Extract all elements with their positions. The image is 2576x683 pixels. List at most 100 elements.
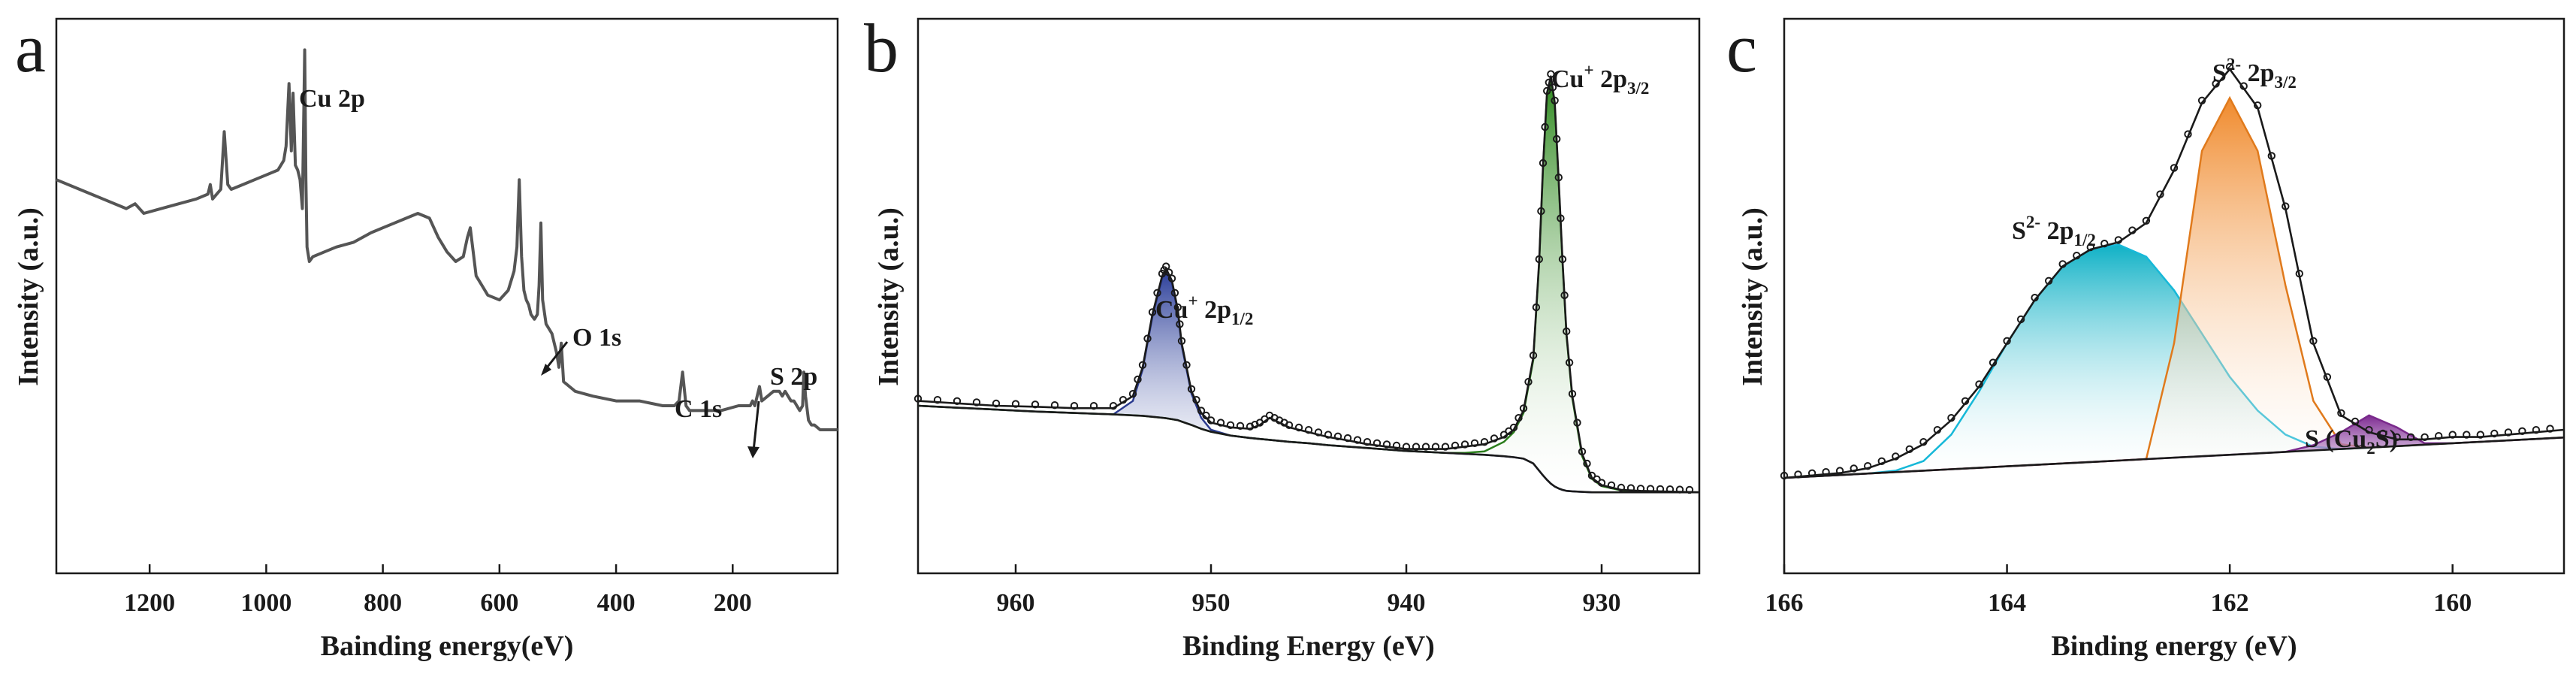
panel-b-data-point — [1128, 390, 1137, 398]
panel-b-data-point — [1373, 439, 1382, 447]
panel-c-data-point — [2058, 260, 2067, 268]
panel-c-data-point — [2393, 433, 2401, 441]
panel-c-data-point — [2086, 243, 2095, 252]
c-annot-s-2p12-base: S — [2012, 217, 2026, 245]
panel-c-data-point — [2323, 373, 2332, 381]
panel-c: c 166 164 162 160 Intensity (a.u.) Binding … — [1726, 10, 2565, 662]
panel-b-data-point — [1583, 459, 1591, 468]
panel-b-data-point — [1162, 262, 1170, 270]
panel-b-data-point — [1216, 419, 1225, 427]
panel-b-data-point — [1182, 361, 1191, 369]
a-annot-c1s: C 1s — [675, 395, 722, 423]
panel-a-letter: a — [15, 10, 46, 86]
panel-b-data-point — [1685, 485, 1694, 494]
b-annot-cu-2p32-sub: 3/2 — [1627, 79, 1649, 98]
panel-b-data-point — [1392, 441, 1401, 450]
b-annot-cu-2p12-base: Cu — [1155, 296, 1188, 324]
panel-b-data-point — [1431, 443, 1440, 451]
panel-c-xtick-label-160: 160 — [2433, 589, 2472, 617]
panel-c-data-point — [2156, 190, 2164, 198]
panel-c-data-point — [2490, 429, 2499, 438]
panel-b-data-point — [1543, 86, 1551, 95]
b-annot-cu-2p32-core: 2p — [1594, 65, 1627, 93]
panel-c-data-point — [2365, 426, 2373, 434]
panel-b-data-point — [1554, 174, 1563, 182]
panel-b-data-point — [1470, 439, 1479, 447]
panel-c-data-point — [2504, 428, 2513, 437]
panel-b-data-point — [992, 399, 1001, 408]
panel-c-data-point — [1835, 467, 1844, 475]
panel-b-data-point — [1236, 422, 1245, 430]
a-annot-s2p: S 2p — [770, 363, 817, 391]
panel-c-ylabel: Intensity (a.u.) — [1737, 207, 1768, 386]
panel-c-data-point — [1947, 414, 1955, 422]
panel-b-data-point — [1173, 303, 1182, 312]
b-annot-cu-2p32-base: Cu — [1551, 65, 1584, 93]
panel-b-data-point — [1548, 83, 1557, 92]
panel-a-xtick-label-200: 200 — [714, 589, 752, 617]
panel-c-data-point — [2337, 409, 2345, 417]
panel-a-ylabel: Intensity (a.u.) — [13, 207, 44, 386]
panel-b-data-point — [1537, 207, 1545, 216]
panel-b-data-point — [1314, 428, 1323, 437]
panel-c-data-point — [2114, 236, 2123, 244]
panel-c-data-point — [1933, 426, 1942, 434]
panel-b-data-point — [1353, 436, 1362, 444]
panel-b-data-point — [1304, 426, 1313, 434]
panel-b-data-point — [1138, 361, 1147, 369]
panel-b-data-point — [933, 396, 942, 404]
panel-b-data-point — [1626, 484, 1635, 492]
panel-c-data-point — [1807, 469, 1816, 477]
panel-c-data-point — [2197, 96, 2206, 105]
panel-c-data-point — [2282, 202, 2290, 210]
panel-b-data-point — [914, 394, 923, 403]
panel-c-data-point — [2142, 216, 2151, 225]
panel-c-data-point — [1877, 457, 1886, 465]
panel-b-data-point — [1170, 289, 1179, 297]
panel-b-data-point — [1545, 78, 1554, 87]
panel-c-ticks: 166 164 162 160 — [1765, 564, 2472, 617]
panel-b-data-point — [1563, 327, 1571, 336]
panel-b-traces — [914, 70, 1700, 494]
b-annot-cu-2p12-core: 2p — [1198, 296, 1231, 324]
panel-b-data-point — [1656, 485, 1665, 494]
b-annot-cu-2p12-sup: + — [1188, 292, 1197, 310]
panel-a-traces — [56, 48, 838, 431]
c-annot-s-2p32-sub: 3/2 — [2275, 73, 2297, 92]
panel-c-xlabel: Binding energy (eV) — [2051, 630, 2297, 662]
a-arrow-o1s-head — [541, 364, 551, 376]
b-annot-cu-2p32: Cu+ 2p3/2 — [1551, 61, 1649, 98]
panel-b-data-point — [1568, 390, 1577, 398]
panel-c-data-point — [1794, 470, 1802, 479]
panel-c-data-point — [2435, 432, 2443, 440]
panel-b-data-point — [1499, 431, 1508, 439]
panel-c-data-point — [1850, 464, 1858, 473]
panel-c-data-point — [2351, 417, 2360, 426]
panel-b-data-point — [1565, 358, 1574, 367]
panel-b-line-0 — [917, 75, 1700, 494]
panel-b-data-point — [1607, 481, 1616, 489]
a-arrow-s2p — [752, 400, 760, 452]
c-annot-s-2p12-sup: 2- — [2026, 213, 2040, 231]
panel-b-data-point — [1164, 268, 1173, 277]
panel-b-data-point — [1143, 334, 1152, 343]
panel-b-xtick-label-950: 950 — [1192, 589, 1231, 617]
panel-b-data-point — [1294, 423, 1303, 432]
panel-b-data-point — [1541, 122, 1549, 131]
panel-c-data-point — [2267, 152, 2276, 160]
panel-c-data-point — [1864, 462, 1872, 470]
panel-b-data-point — [1480, 438, 1489, 446]
panel-b-data-point — [1324, 431, 1333, 439]
panel-c-data-point — [1905, 445, 1914, 453]
panel-b-data-point — [1255, 419, 1264, 427]
panel-b-data-point — [1490, 434, 1499, 443]
a-arrow-s2p-head — [747, 446, 760, 458]
panel-b-data-point — [1285, 421, 1294, 429]
panel-b-data-point — [1402, 443, 1411, 451]
b-annot-cu-2p12: Cu+ 2p1/2 — [1155, 292, 1253, 328]
panel-c-xtick-label-164: 164 — [1988, 589, 2026, 617]
panel-c-data-point — [1780, 471, 1789, 480]
panel-b-ticks: 960 950 940 930 — [997, 564, 1621, 617]
panel-c-data-point — [1919, 438, 1928, 446]
